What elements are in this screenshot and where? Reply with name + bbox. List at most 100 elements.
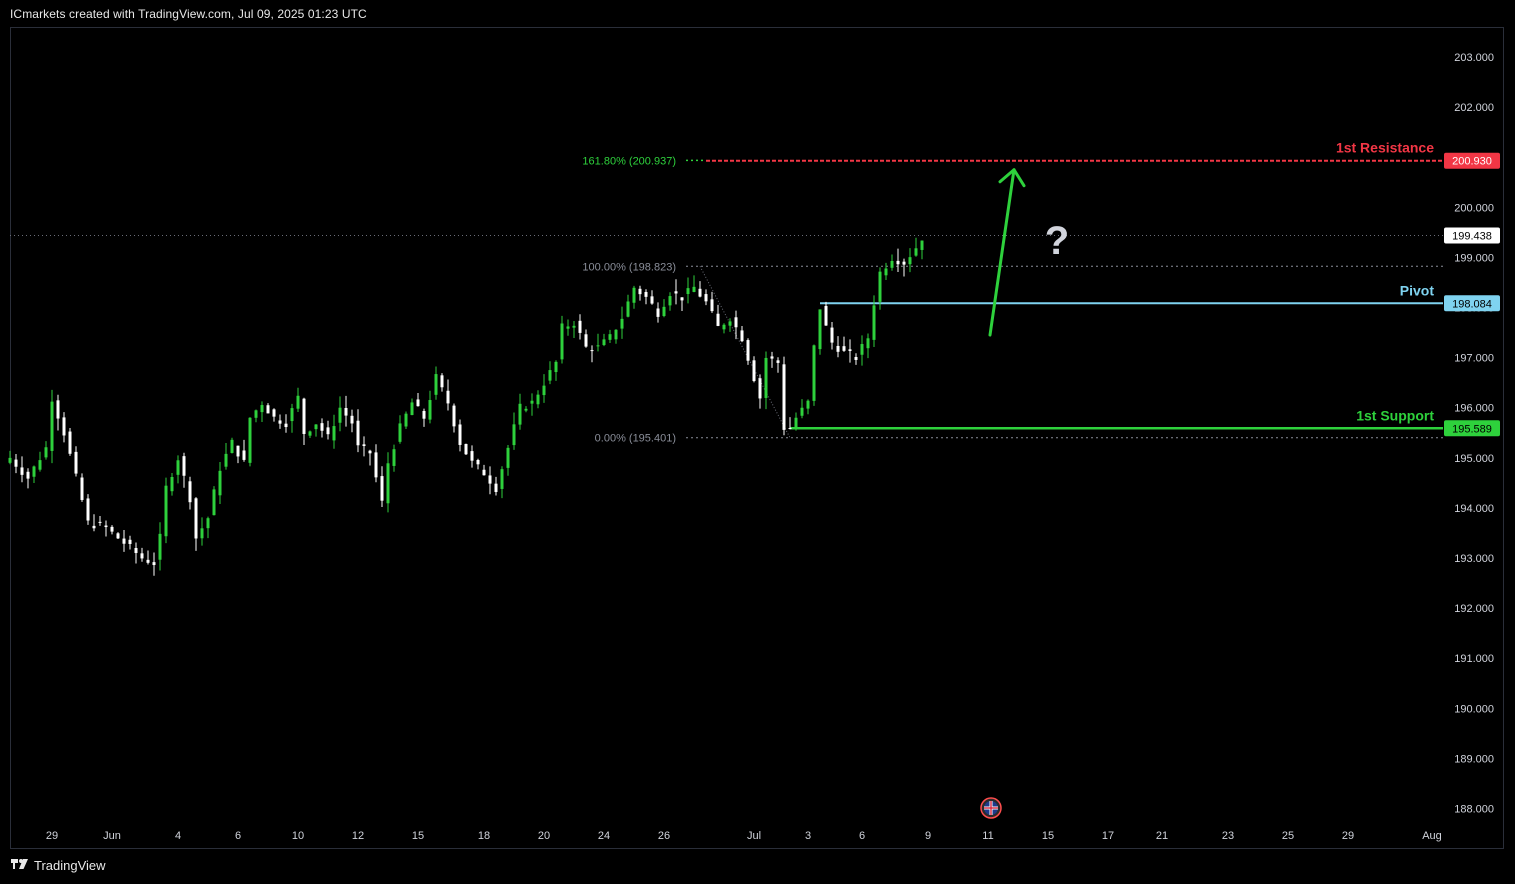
candle-body xyxy=(878,271,882,302)
candle xyxy=(332,414,336,449)
candle-body xyxy=(392,449,396,466)
level-tag-bg xyxy=(1444,295,1500,312)
candle xyxy=(248,417,252,467)
candle xyxy=(878,267,882,310)
candle-body xyxy=(704,294,708,302)
candle xyxy=(428,390,432,424)
x-tick-label: 12 xyxy=(352,830,364,842)
candle-body xyxy=(410,402,414,416)
candle-body xyxy=(26,471,30,479)
annotation-layer: ? xyxy=(980,168,1069,819)
candle xyxy=(470,445,474,468)
candle-body xyxy=(734,317,738,328)
candle xyxy=(200,517,204,546)
candle-body xyxy=(296,395,300,409)
candle-body xyxy=(776,360,780,363)
candle-body xyxy=(38,460,42,470)
candle-body xyxy=(380,476,384,501)
x-tick-label: Jul xyxy=(747,830,761,842)
candle xyxy=(98,516,102,526)
candle-body xyxy=(560,323,564,360)
candle xyxy=(710,291,714,313)
y-tick-label: 191.000 xyxy=(1454,653,1494,665)
candle-body xyxy=(8,457,12,463)
candle xyxy=(284,414,288,433)
y-tick-label: 194.000 xyxy=(1454,503,1494,515)
x-tick-label: 29 xyxy=(1342,830,1354,842)
level-label: 1st Support xyxy=(1356,407,1434,423)
candle-body xyxy=(626,301,630,317)
candle xyxy=(296,387,300,413)
candle-body xyxy=(134,548,138,554)
candle-body xyxy=(746,340,750,361)
candle-body xyxy=(806,400,810,409)
candle-body xyxy=(368,450,372,454)
candle-body xyxy=(692,286,696,292)
candle-body xyxy=(674,291,678,294)
candle xyxy=(518,393,522,430)
candle-body xyxy=(584,334,588,347)
candle xyxy=(116,532,120,539)
footer-brand[interactable]: TradingView xyxy=(10,858,106,873)
candle-body xyxy=(758,378,762,399)
candle xyxy=(440,373,444,392)
candle xyxy=(266,403,270,414)
candle-body xyxy=(728,321,732,326)
candle xyxy=(416,393,420,407)
candle-body xyxy=(320,423,324,431)
candle xyxy=(410,398,414,416)
candle-body xyxy=(434,374,438,395)
level-tag-bg xyxy=(1444,420,1500,437)
y-tick-label: 202.000 xyxy=(1454,102,1494,114)
candle xyxy=(254,409,258,423)
candle xyxy=(74,446,78,477)
x-tick-label: 20 xyxy=(538,830,550,842)
candle-body xyxy=(482,469,486,476)
candle xyxy=(668,292,672,311)
candle-body xyxy=(890,260,894,268)
candle xyxy=(218,461,222,505)
candle xyxy=(602,333,606,347)
candle-body xyxy=(80,477,84,500)
candle-body xyxy=(98,521,102,523)
candle xyxy=(56,394,60,431)
candle-body xyxy=(314,424,318,430)
candle xyxy=(680,297,684,311)
y-axis[interactable]: 203.000202.000201.000200.000199.000198.0… xyxy=(1444,52,1500,816)
candle xyxy=(68,428,72,456)
candle xyxy=(752,356,756,383)
candle xyxy=(770,351,774,368)
candle xyxy=(488,466,492,495)
candle xyxy=(278,414,282,429)
candle xyxy=(446,379,450,411)
candle-body xyxy=(860,344,864,355)
candle-body xyxy=(302,398,306,434)
candle xyxy=(356,409,360,453)
candles-layer xyxy=(8,237,924,576)
candle-body xyxy=(278,420,282,424)
candle-body xyxy=(494,483,498,492)
candle-body xyxy=(854,356,858,360)
fib-label: 100.00% (198.823) xyxy=(582,261,676,273)
candle xyxy=(338,396,342,432)
candle-body xyxy=(800,407,804,416)
candle-body xyxy=(416,399,420,407)
candle xyxy=(434,366,438,400)
candle-body xyxy=(110,526,114,532)
footer-brand-label: TradingView xyxy=(34,858,106,873)
candle-body xyxy=(566,326,570,329)
candle xyxy=(548,361,552,385)
candle xyxy=(314,424,318,437)
y-tick-label: 192.000 xyxy=(1454,603,1494,615)
candle-body xyxy=(908,257,912,265)
candle xyxy=(560,315,564,364)
candle xyxy=(596,333,600,352)
y-tick-label: 188.000 xyxy=(1454,804,1494,816)
candle-body xyxy=(104,525,108,528)
candle xyxy=(158,522,162,571)
candle-body xyxy=(644,291,648,297)
x-tick-label: Aug xyxy=(1422,830,1442,842)
candle xyxy=(110,525,114,535)
x-axis[interactable]: 29 Jun 4 6 10 12 15 18 20 24 26 Jul 3 6 9 11 15 17 21 23 25 2… xyxy=(46,830,1442,842)
